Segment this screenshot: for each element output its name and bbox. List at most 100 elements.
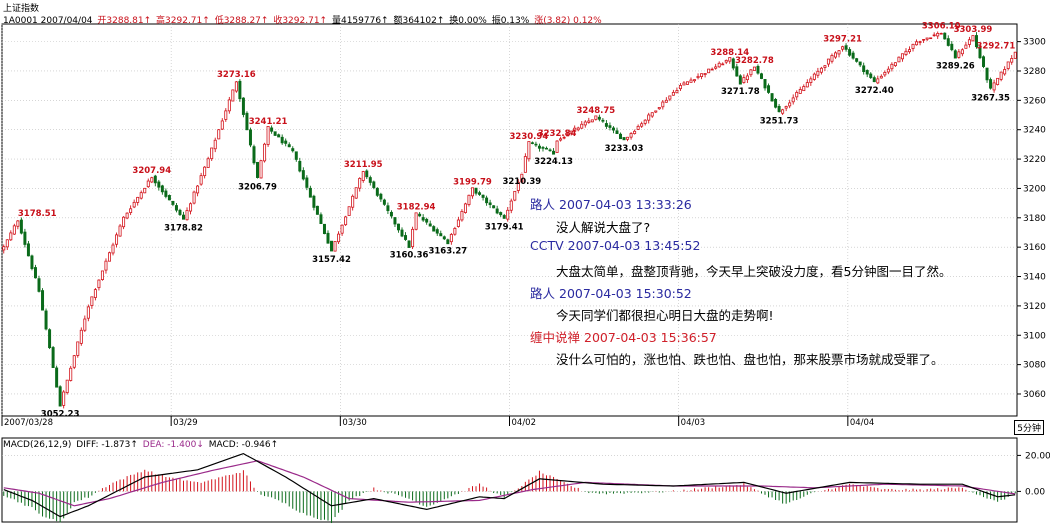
candle-body	[111, 244, 115, 254]
candle-body	[305, 177, 309, 188]
candle-body	[284, 140, 288, 144]
candle-body	[442, 236, 446, 240]
candle-body	[678, 85, 682, 90]
candle-body	[580, 123, 584, 129]
candle-body	[375, 187, 379, 196]
candle-body	[506, 209, 510, 220]
candle-body	[174, 205, 178, 211]
candle-body	[256, 161, 260, 178]
candle-body	[389, 211, 393, 217]
candle-body	[492, 205, 496, 209]
candle-body	[69, 367, 73, 381]
candle-body	[358, 178, 362, 189]
candle-body	[298, 160, 302, 172]
high-value: 高3292.71↑	[156, 16, 210, 26]
candle-body	[393, 217, 397, 225]
candle-body	[915, 41, 919, 46]
candle-body	[848, 49, 852, 56]
high-price-label: 3199.79	[453, 178, 492, 188]
date-tick-label: 03/30	[342, 418, 367, 428]
candle-body	[365, 170, 369, 178]
candle-body	[971, 35, 975, 42]
open-value: 开3288.81↑	[97, 16, 152, 26]
candle-body	[770, 93, 774, 102]
candle-body	[950, 43, 954, 51]
candle-body	[957, 51, 961, 58]
price-tick-label: 3180	[1023, 214, 1046, 224]
high-price-label: 3248.75	[576, 106, 615, 116]
candle-body	[502, 215, 506, 219]
chart-title: 上证指数	[3, 4, 40, 14]
candle-body	[411, 228, 415, 248]
candle-body	[62, 391, 66, 406]
candle-body	[418, 213, 422, 217]
macd-title: MACD(26,12,9)	[3, 440, 72, 450]
candle-body	[41, 290, 45, 311]
candle-body	[534, 143, 538, 146]
candle-body	[562, 136, 566, 139]
candle-body	[446, 239, 450, 245]
candle-body	[668, 95, 672, 100]
candle-body	[999, 71, 1003, 80]
candle-body	[400, 229, 404, 237]
candle-body	[869, 73, 873, 78]
candle-body	[33, 267, 37, 279]
change-value: 涨(3.82) 0.12%	[534, 16, 602, 26]
date-tick-label: 03/29	[173, 418, 198, 428]
high-price-label: 3232.84	[538, 129, 577, 139]
candle-body	[171, 200, 175, 205]
candle-body	[647, 114, 651, 121]
candle-body	[640, 123, 644, 127]
price-tick-label: 3080	[1023, 361, 1046, 371]
candle-body	[259, 160, 263, 179]
high-price-label: 3292.71	[977, 41, 1016, 51]
comment-time: 2007-04-03 15:30:52	[559, 286, 692, 301]
candle-body	[876, 78, 880, 84]
candle-body	[513, 190, 517, 201]
candle-body	[481, 194, 485, 198]
macd-dea: DEA: -1.400↓	[142, 440, 204, 450]
candle-body	[1010, 58, 1014, 63]
candle-body	[104, 260, 108, 271]
candle-body	[139, 192, 143, 199]
macd-diff-line	[3, 452, 1016, 518]
candle-body	[72, 355, 76, 368]
candle-body	[354, 187, 358, 199]
candle-body	[594, 115, 598, 120]
macd-tick-label: 20.00	[1025, 451, 1050, 461]
timeframe-label[interactable]: 5分钟	[1014, 420, 1044, 435]
candle-body	[597, 116, 601, 120]
price-tick-label: 3200	[1023, 184, 1046, 194]
candle-body	[555, 140, 559, 153]
macd-frame	[1, 437, 1018, 523]
comment-time: 2007-04-03 13:45:52	[567, 238, 701, 253]
high-price-label: 3211.95	[344, 160, 383, 170]
candle-body	[2, 246, 6, 251]
candle-body	[488, 202, 492, 205]
candle-body	[439, 233, 443, 237]
candle-body	[485, 197, 489, 204]
candle-body	[834, 52, 837, 58]
candle-body	[883, 72, 887, 76]
candle-body	[573, 127, 577, 132]
candle-body	[407, 240, 411, 248]
high-price-label: 3230.94	[510, 132, 549, 142]
high-price-label: 3273.16	[217, 70, 256, 80]
amount-value: 额364102↑	[393, 16, 445, 26]
comment-text: 大盘太简单，盘整顶背驰，今天早上突破没力度，看5分钟图一目了然。	[556, 264, 952, 279]
turnover-value: 换0.00%	[449, 16, 487, 26]
candle-body	[234, 81, 238, 92]
candle-body	[19, 219, 23, 234]
candle-body	[749, 69, 753, 76]
candle-body	[805, 82, 809, 88]
candle-body	[164, 190, 168, 197]
candle-body	[728, 57, 732, 62]
high-price-label: 3297.21	[823, 35, 862, 45]
candle-body	[601, 119, 605, 122]
volume-value: 量4159776↑	[331, 16, 389, 26]
candle-body	[932, 34, 936, 37]
comment-text: 没什么可怕的，涨也怕、跌也怕、盘也怕，那来股票市场就成受罪了。	[556, 352, 944, 367]
high-price-label: 3288.14	[710, 48, 749, 58]
candle-body	[974, 35, 978, 48]
